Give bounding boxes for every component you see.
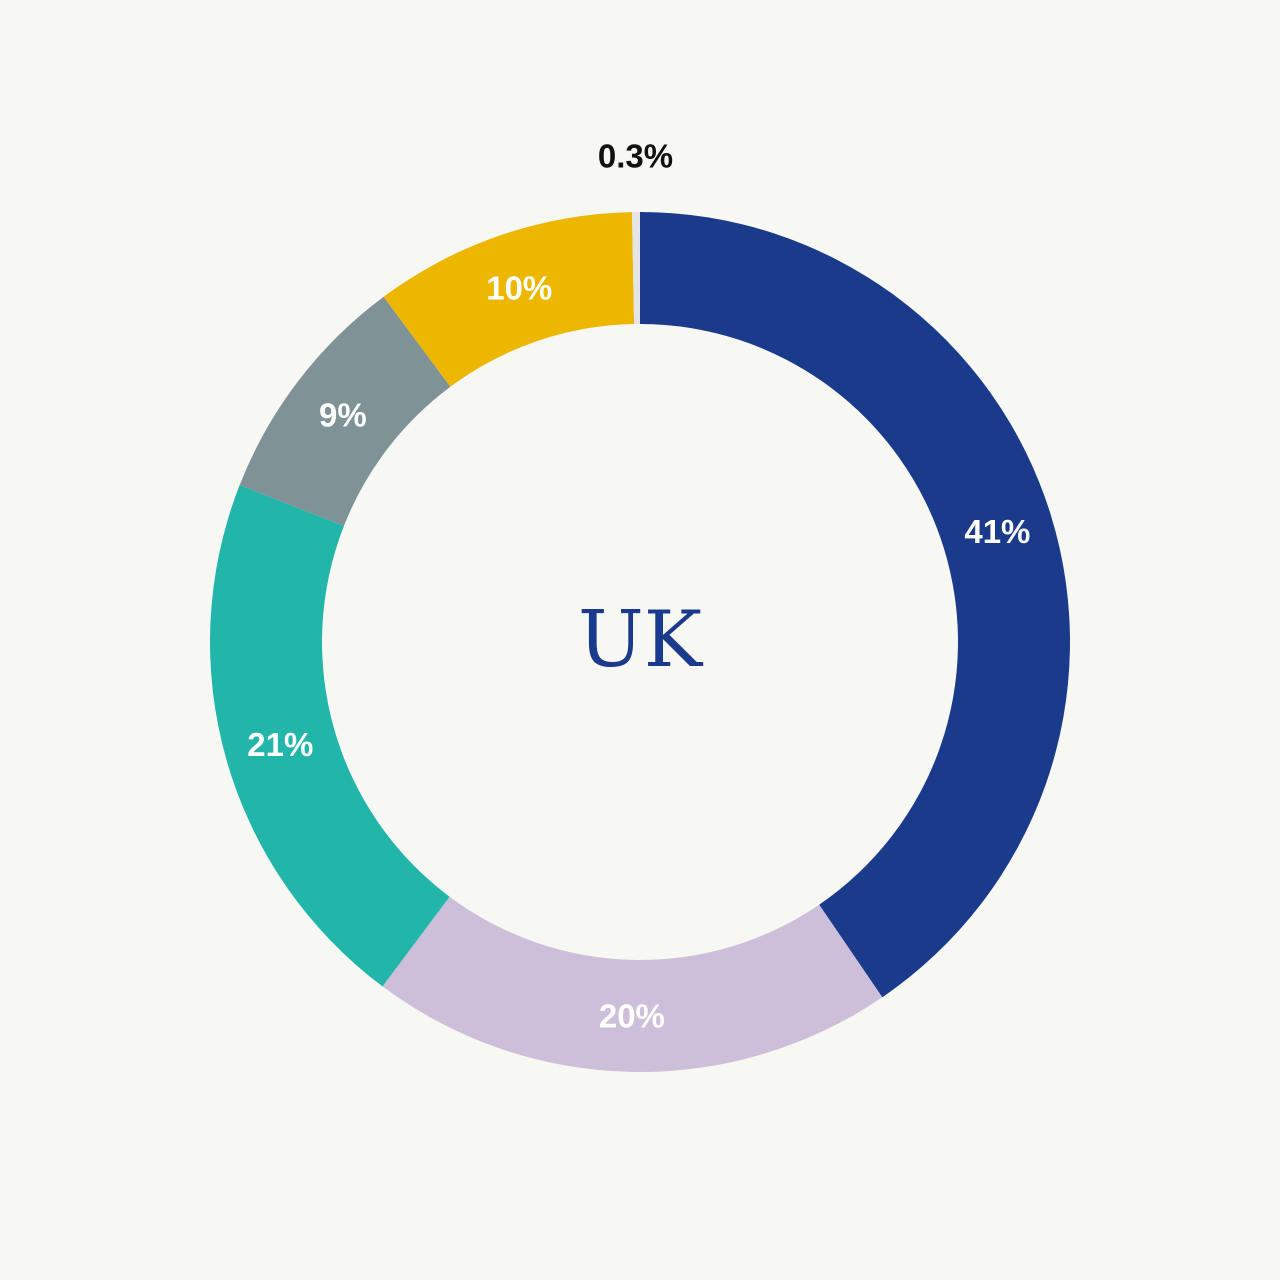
slice-label-2: 21% [247, 726, 313, 763]
slice-label-1: 20% [599, 997, 665, 1034]
donut-slices [209, 212, 1070, 1072]
center-label: UK [578, 595, 704, 685]
slice-5 [631, 212, 640, 325]
slice-0 [640, 212, 1070, 998]
slice-3 [239, 296, 451, 526]
slice-labels: 41% 20% 21% 9% 10% 0.3% [247, 138, 1030, 1035]
slice-label-0: 41% [964, 513, 1030, 550]
slice-1 [382, 896, 883, 1072]
slice-4 [383, 212, 635, 387]
slice-2 [209, 485, 450, 987]
slice-label-3: 9% [319, 396, 367, 433]
slice-label-5: 0.3% [598, 138, 673, 175]
slice-label-4: 10% [486, 270, 552, 307]
